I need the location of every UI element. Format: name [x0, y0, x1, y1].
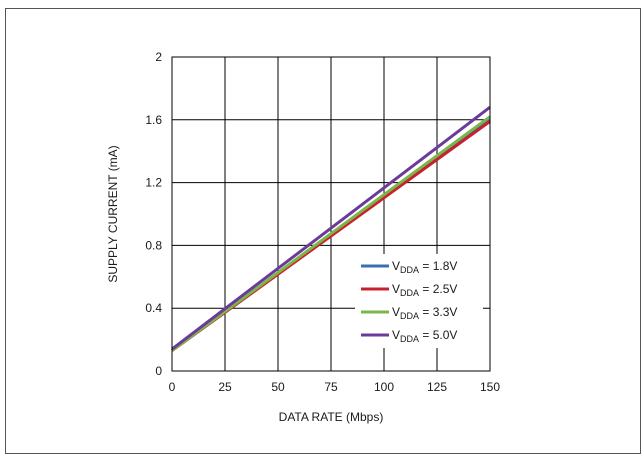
plot-area-frame: [171, 56, 491, 372]
series-line: [171, 106, 491, 351]
chart-figure: VDDA = 1.8V VDDA = 2.5V VDDA = 3.3V VDDA = …: [5, 8, 641, 454]
x-tick-label: 100: [374, 380, 394, 394]
x-tick-label: 25: [218, 380, 232, 394]
y-tick-labels: 0 0.4 0.8 1.2 1.6 2: [145, 50, 162, 378]
legend-label: VDDA = 2.5V: [392, 282, 457, 298]
y-tick-label: 0.8: [145, 238, 162, 252]
legend: VDDA = 1.8V VDDA = 2.5V VDDA = 3.3V VDDA = …: [355, 254, 483, 348]
x-tick-label: 50: [271, 380, 285, 394]
legend-label: VDDA = 3.3V: [392, 305, 457, 321]
grid-lines: [172, 57, 490, 371]
legend-label: VDDA = 5.0V: [392, 328, 457, 344]
y-axis-title: SUPPLY CURRENT (mA): [106, 145, 120, 282]
x-tick-labels: 0 25 50 75 100 125 150: [169, 380, 501, 394]
y-tick-label: 1.2: [145, 176, 162, 190]
y-tick-label: 0: [155, 364, 162, 378]
y-tick-label: 2: [155, 50, 162, 64]
x-tick-label: 150: [480, 380, 500, 394]
chart-svg: VDDA = 1.8V VDDA = 2.5V VDDA = 3.3V VDDA = …: [106, 50, 501, 424]
legend-label: VDDA = 1.8V: [392, 259, 457, 275]
y-tick-label: 1.6: [145, 113, 162, 127]
x-tick-label: 75: [324, 380, 338, 394]
y-tick-label: 0.4: [145, 301, 162, 315]
x-tick-label: 0: [169, 380, 176, 394]
x-axis-title: DATA RATE (Mbps): [279, 410, 384, 424]
series-layer: [171, 106, 491, 352]
series-line: [171, 115, 491, 352]
x-tick-label: 125: [427, 380, 447, 394]
legend-background: [355, 254, 483, 348]
